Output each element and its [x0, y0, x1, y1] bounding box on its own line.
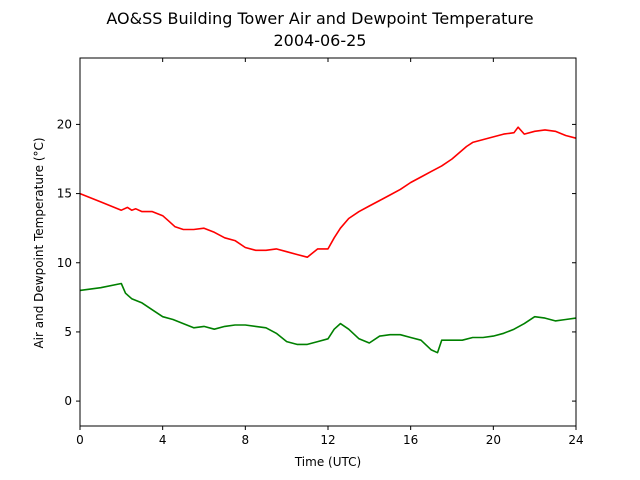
x-tick-label: 0	[76, 433, 84, 447]
y-tick-label: 5	[64, 325, 72, 339]
series-layer	[79, 126, 577, 354]
series-line-2	[79, 282, 577, 354]
y-tick-label: 15	[57, 187, 72, 201]
x-tick-label: 20	[486, 433, 501, 447]
y-tick-label: 0	[64, 394, 72, 408]
plot-background	[80, 58, 576, 426]
y-axis-label: Air and Dewpoint Temperature (°C)	[32, 137, 46, 348]
y-tick-label: 10	[57, 256, 72, 270]
chart-subtitle: 2004-06-25	[274, 31, 367, 50]
x-tick-label: 4	[159, 433, 167, 447]
x-tick-label: 16	[403, 433, 418, 447]
x-tick-label: 8	[242, 433, 250, 447]
x-tick-label: 24	[568, 433, 583, 447]
y-tick-label: 20	[57, 117, 72, 131]
series-line-1	[79, 126, 577, 258]
chart-title: AO&SS Building Tower Air and Dewpoint Te…	[106, 9, 533, 28]
plot-area	[80, 58, 576, 426]
x-axis-label: Time (UTC)	[294, 455, 361, 469]
x-tick-label: 12	[320, 433, 335, 447]
axes-layer: 0 4 8 12 16 20 24 0 5 10 15 20	[57, 57, 584, 447]
